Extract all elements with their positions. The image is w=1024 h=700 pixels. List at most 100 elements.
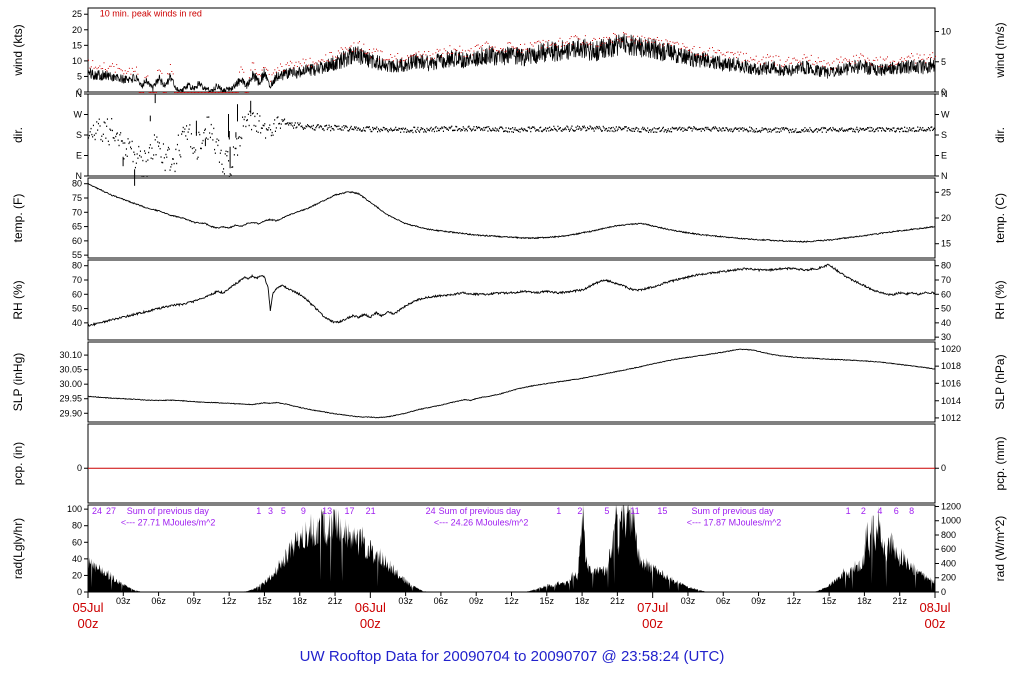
mark (409, 131, 411, 133)
mark (695, 127, 697, 130)
mark (252, 112, 254, 114)
mark (130, 146, 132, 148)
mark (714, 126, 716, 128)
mark (239, 71, 240, 73)
dir-right-tick-label: W (941, 110, 950, 120)
mark (704, 55, 706, 56)
mark (818, 129, 820, 132)
mark (800, 131, 802, 133)
mark (133, 71, 135, 72)
mark (652, 38, 654, 40)
mark (933, 127, 935, 129)
wind-left-axis-label: wind (kts) (11, 24, 25, 76)
mark (551, 129, 553, 131)
mark (171, 71, 173, 72)
mark (302, 128, 304, 130)
mark (684, 129, 686, 131)
mark (721, 54, 723, 56)
mark (195, 149, 197, 151)
mark (696, 129, 698, 131)
mark (622, 127, 624, 130)
rad-annotation: <--- 27.71 MJoules/m^2 (121, 518, 216, 528)
mark (676, 127, 678, 129)
mark (654, 41, 656, 43)
pcp-frame (87, 423, 936, 504)
mark (220, 92, 222, 93)
mark (565, 42, 567, 44)
mark (180, 156, 182, 158)
mark (559, 127, 561, 129)
mark (272, 72, 274, 74)
mark (823, 60, 825, 62)
mark (148, 92, 150, 93)
mark (367, 52, 369, 54)
mark (480, 129, 482, 131)
mark (736, 57, 737, 59)
mark (360, 130, 362, 132)
rad-right-tick-label: 200 (941, 573, 956, 583)
mark (288, 124, 290, 126)
mark (140, 92, 142, 93)
mark (388, 58, 390, 60)
mark (507, 131, 509, 133)
mark (640, 43, 641, 45)
mark (469, 127, 471, 130)
mark (160, 156, 162, 158)
mark (302, 126, 304, 129)
mark (288, 122, 290, 124)
mark (384, 59, 386, 61)
mark (477, 44, 479, 46)
mark (204, 129, 206, 131)
mark (854, 131, 856, 133)
mark (629, 129, 631, 131)
dir-left-tick-label: E (76, 151, 82, 161)
mark (931, 126, 933, 128)
mark (203, 92, 205, 93)
mark (127, 138, 129, 140)
mark (399, 128, 401, 130)
mark (186, 92, 188, 93)
mark (745, 52, 747, 54)
mark (198, 131, 200, 134)
mark (531, 127, 533, 129)
wind-left-tick-label: 25 (72, 9, 82, 19)
mark (773, 128, 775, 130)
mark (719, 50, 720, 51)
mark (226, 92, 228, 93)
mark (282, 120, 284, 122)
mark (876, 128, 878, 130)
mark (167, 149, 169, 151)
mark (619, 126, 621, 129)
mark (271, 131, 273, 134)
mark (190, 133, 192, 135)
mark (433, 57, 435, 59)
mark (644, 128, 646, 131)
mark (664, 43, 665, 45)
rh-left-tick-label: 80 (72, 261, 82, 271)
mark (490, 47, 492, 49)
mark (363, 129, 365, 132)
mark (822, 65, 824, 67)
mark (191, 147, 193, 150)
mark (360, 49, 362, 51)
mark (96, 121, 98, 123)
mark (209, 92, 211, 93)
mark (147, 159, 149, 161)
mark (564, 127, 566, 129)
mark (205, 92, 207, 93)
mark (415, 52, 417, 54)
mark (525, 129, 527, 132)
mark (836, 58, 838, 60)
mark (839, 128, 841, 130)
rad-annotation: 24 (426, 506, 436, 516)
mark (303, 127, 305, 129)
mark (150, 92, 152, 93)
mark (307, 125, 309, 127)
mark (829, 127, 831, 129)
mark (434, 127, 436, 129)
mark (213, 127, 215, 130)
x-major-date-label: 05Jul (72, 600, 103, 615)
mark (915, 62, 917, 64)
mark (456, 129, 458, 132)
